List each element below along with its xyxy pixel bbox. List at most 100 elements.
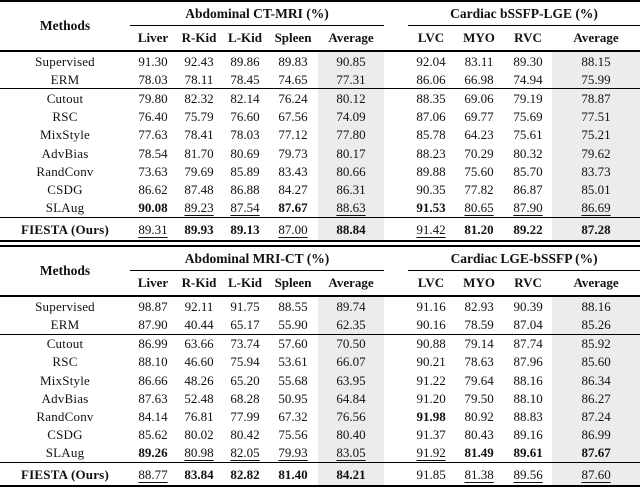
section-reference-baselines: Supervised 98.87 92.11 91.75 88.55 89.74 91.16… bbox=[0, 296, 640, 335]
score-cell: 88.84 bbox=[318, 216, 385, 242]
score-cell: 76.24 bbox=[268, 88, 318, 108]
score-cell: 85.01 bbox=[552, 180, 640, 199]
score-cell: 91.16 bbox=[416, 298, 446, 314]
score-cell: 91.75 bbox=[230, 298, 260, 314]
score-cell: 87.67 bbox=[552, 443, 640, 463]
score-cell: 82.82 bbox=[222, 461, 268, 487]
score-cell: 89.26 bbox=[138, 445, 168, 461]
score-cell: 74.94 bbox=[513, 71, 543, 87]
score-cell: 78.54 bbox=[138, 145, 168, 161]
score-cell: 89.93 bbox=[176, 216, 222, 242]
table-row: Cutout 79.80 82.32 82.14 76.24 80.12 88.35 69.0… bbox=[0, 88, 640, 108]
score-cell: 83.05 bbox=[318, 443, 385, 463]
method-name: FIESTA (Ours) bbox=[0, 461, 130, 487]
score-cell: 77.63 bbox=[138, 127, 168, 143]
score-cell: 90.08 bbox=[138, 200, 168, 216]
score-cell: 86.99 bbox=[130, 333, 176, 353]
score-cell: 87.67 bbox=[278, 200, 308, 216]
score-cell: 91.85 bbox=[408, 461, 455, 487]
column-group-gap bbox=[384, 51, 408, 70]
column-group-gap bbox=[384, 199, 408, 218]
score-cell: 62.35 bbox=[318, 315, 385, 335]
score-cell: 66.07 bbox=[318, 352, 385, 371]
score-cell: 91.37 bbox=[416, 427, 446, 443]
column-header: LVC bbox=[408, 270, 455, 298]
column-group-gap bbox=[384, 461, 409, 487]
score-cell: 80.66 bbox=[318, 162, 385, 181]
score-cell: 82.05 bbox=[230, 445, 260, 461]
score-cell: 48.26 bbox=[184, 372, 214, 388]
score-cell: 67.56 bbox=[278, 109, 308, 125]
score-cell: 70.50 bbox=[318, 333, 385, 353]
score-cell: 79.14 bbox=[454, 333, 505, 353]
score-cell: 77.99 bbox=[230, 408, 260, 424]
score-cell: 88.35 bbox=[408, 88, 455, 108]
score-cell: 73.74 bbox=[222, 333, 268, 353]
score-cell: 87.90 bbox=[138, 316, 168, 332]
score-cell: 86.34 bbox=[552, 370, 640, 390]
score-cell: 75.21 bbox=[552, 125, 640, 144]
score-cell: 80.17 bbox=[318, 143, 385, 163]
score-cell: 88.10 bbox=[513, 390, 543, 406]
column-group-gap bbox=[384, 296, 408, 315]
score-cell: 50.95 bbox=[278, 390, 308, 406]
score-cell: 85.26 bbox=[552, 315, 640, 335]
score-cell: 79.50 bbox=[464, 390, 494, 406]
score-cell: 67.32 bbox=[278, 408, 308, 424]
score-cell: 87.96 bbox=[513, 354, 543, 370]
column-header: RVC bbox=[504, 25, 553, 52]
score-cell: 83.84 bbox=[176, 461, 222, 487]
score-cell: 83.11 bbox=[464, 53, 494, 69]
score-cell: 74.09 bbox=[318, 107, 385, 126]
column-group-title: Cardiac bSSFP-LGE (%) bbox=[408, 1, 640, 26]
score-cell: 89.22 bbox=[504, 216, 553, 242]
column-group-gap bbox=[384, 162, 408, 180]
score-cell: 77.12 bbox=[278, 127, 308, 143]
results-table-abdominal-mri-ct: Methods Abdominal MRI-CT (%) Cardiac LGE-b… bbox=[0, 245, 640, 488]
column-header: Average bbox=[552, 25, 640, 52]
methods-column-header: Methods bbox=[0, 1, 130, 52]
score-cell: 75.69 bbox=[513, 109, 543, 125]
column-header: Spleen bbox=[268, 25, 318, 52]
score-cell: 78.87 bbox=[552, 88, 640, 108]
score-cell: 78.45 bbox=[230, 71, 260, 87]
table-row: RandConv 84.14 76.81 77.99 67.32 76.56 91.98 80… bbox=[0, 407, 640, 426]
score-cell: 87.28 bbox=[552, 216, 640, 242]
score-cell: 87.24 bbox=[552, 407, 640, 426]
column-group-gap bbox=[384, 1, 408, 26]
column-header: Liver bbox=[130, 270, 176, 298]
score-cell: 79.19 bbox=[504, 88, 553, 108]
score-cell: 81.38 bbox=[454, 461, 505, 487]
score-cell: 91.53 bbox=[416, 200, 446, 216]
score-cell: 88.16 bbox=[513, 372, 543, 388]
score-cell: 86.31 bbox=[318, 180, 385, 199]
score-cell: 76.60 bbox=[230, 109, 260, 125]
table-row: Supervised 91.30 92.43 89.86 89.83 90.85 92.04… bbox=[0, 51, 640, 71]
score-cell: 80.32 bbox=[513, 145, 543, 161]
column-header: MYO bbox=[454, 270, 505, 298]
score-cell: 80.98 bbox=[184, 445, 214, 461]
score-cell: 86.69 bbox=[552, 198, 640, 218]
score-cell: 78.03 bbox=[230, 127, 260, 143]
score-cell: 77.80 bbox=[318, 125, 385, 144]
method-name: CSDG bbox=[47, 427, 83, 443]
score-cell: 91.20 bbox=[416, 390, 446, 406]
score-cell: 85.78 bbox=[416, 127, 446, 143]
method-name: SLAug bbox=[45, 445, 85, 461]
score-cell: 75.99 bbox=[552, 70, 640, 89]
table-row: SLAug 89.26 80.98 82.05 79.93 83.05 91.92 81.49… bbox=[0, 443, 640, 463]
score-cell: 88.55 bbox=[278, 298, 308, 314]
column-header: L-Kid bbox=[222, 270, 268, 298]
score-cell: 85.92 bbox=[552, 333, 640, 353]
score-cell: 91.30 bbox=[138, 53, 168, 69]
score-cell: 90.16 bbox=[416, 316, 446, 332]
score-cell: 92.04 bbox=[416, 53, 446, 69]
score-cell: 78.03 bbox=[138, 71, 168, 87]
score-cell: 91.92 bbox=[416, 445, 446, 461]
column-header: Spleen bbox=[268, 270, 318, 298]
score-cell: 80.43 bbox=[464, 427, 494, 443]
score-cell: 69.06 bbox=[454, 88, 505, 108]
score-cell: 77.51 bbox=[552, 107, 640, 126]
score-cell: 89.74 bbox=[318, 296, 385, 316]
section-ours: FIESTA (Ours) 89.31 89.93 89.13 87.00 88.84 91… bbox=[0, 216, 640, 242]
